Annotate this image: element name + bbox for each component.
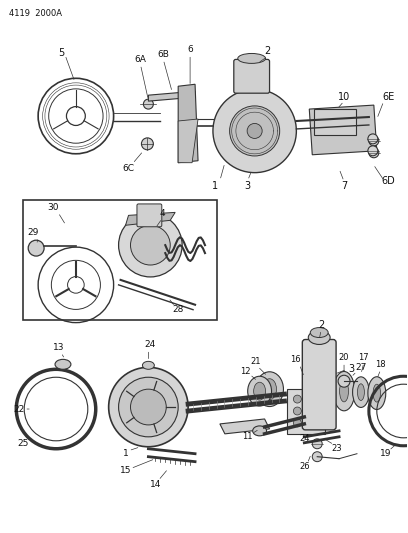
Circle shape xyxy=(293,407,302,415)
Text: 18: 18 xyxy=(375,360,386,369)
Circle shape xyxy=(293,419,302,427)
Text: 1: 1 xyxy=(123,449,129,458)
Text: 27: 27 xyxy=(355,363,367,372)
Polygon shape xyxy=(178,84,198,163)
Circle shape xyxy=(312,452,322,462)
Text: 6E: 6E xyxy=(383,92,395,102)
Text: 21: 21 xyxy=(251,357,261,366)
Text: 19: 19 xyxy=(380,449,392,458)
Circle shape xyxy=(142,138,153,150)
Text: 23: 23 xyxy=(332,444,342,453)
Text: 6B: 6B xyxy=(157,50,169,59)
Ellipse shape xyxy=(263,379,277,400)
Bar xyxy=(287,389,325,434)
Ellipse shape xyxy=(373,384,381,402)
Text: 6A: 6A xyxy=(135,55,146,64)
Circle shape xyxy=(368,134,378,144)
Circle shape xyxy=(119,377,178,437)
Text: 2: 2 xyxy=(264,46,271,56)
Text: 6: 6 xyxy=(187,45,193,54)
Ellipse shape xyxy=(310,328,328,337)
Circle shape xyxy=(368,146,378,156)
Text: 1: 1 xyxy=(212,181,218,191)
Circle shape xyxy=(369,148,379,158)
Polygon shape xyxy=(126,212,175,225)
Circle shape xyxy=(305,395,313,403)
Text: 24: 24 xyxy=(145,340,156,349)
Polygon shape xyxy=(149,91,195,101)
Ellipse shape xyxy=(357,384,364,400)
Ellipse shape xyxy=(256,372,284,407)
Ellipse shape xyxy=(142,361,154,369)
Text: 14: 14 xyxy=(150,480,161,489)
Circle shape xyxy=(305,407,313,415)
Circle shape xyxy=(131,389,166,425)
FancyBboxPatch shape xyxy=(314,109,356,135)
Circle shape xyxy=(213,89,296,173)
Text: 29: 29 xyxy=(27,228,39,237)
Text: 12: 12 xyxy=(240,367,251,376)
Text: 4119  2000A: 4119 2000A xyxy=(9,9,62,18)
Circle shape xyxy=(338,375,350,387)
Text: 10: 10 xyxy=(338,92,350,102)
FancyBboxPatch shape xyxy=(234,59,270,93)
Ellipse shape xyxy=(308,330,330,344)
Circle shape xyxy=(28,240,44,256)
Ellipse shape xyxy=(253,426,266,436)
Circle shape xyxy=(312,439,322,449)
Text: 16: 16 xyxy=(290,355,301,364)
Text: 26: 26 xyxy=(299,462,310,471)
FancyBboxPatch shape xyxy=(137,204,162,227)
Text: 6D: 6D xyxy=(382,175,396,185)
Circle shape xyxy=(131,225,170,265)
Text: 7: 7 xyxy=(341,181,347,191)
Text: 5: 5 xyxy=(58,49,64,59)
Text: 24: 24 xyxy=(299,434,310,443)
Ellipse shape xyxy=(339,381,348,402)
Text: 17: 17 xyxy=(359,353,369,362)
Text: 28: 28 xyxy=(173,305,184,314)
Polygon shape xyxy=(220,419,270,434)
Circle shape xyxy=(369,136,379,146)
Circle shape xyxy=(230,106,279,156)
Ellipse shape xyxy=(333,372,355,411)
Text: 6C: 6C xyxy=(122,164,135,173)
Circle shape xyxy=(293,395,302,403)
FancyBboxPatch shape xyxy=(302,340,336,430)
Ellipse shape xyxy=(353,377,369,407)
Text: 4: 4 xyxy=(160,209,165,218)
Circle shape xyxy=(144,99,153,109)
Circle shape xyxy=(305,419,313,427)
Text: 13: 13 xyxy=(53,343,65,352)
Text: 2: 2 xyxy=(318,320,324,329)
Circle shape xyxy=(109,367,188,447)
Ellipse shape xyxy=(238,53,266,63)
Text: 25: 25 xyxy=(18,439,29,448)
Text: 15: 15 xyxy=(120,466,131,475)
Ellipse shape xyxy=(254,382,266,400)
Bar xyxy=(23,200,217,320)
Text: 3: 3 xyxy=(245,181,251,191)
Ellipse shape xyxy=(55,359,71,369)
Text: 20: 20 xyxy=(339,353,349,362)
Ellipse shape xyxy=(368,377,386,409)
Polygon shape xyxy=(309,105,377,155)
Ellipse shape xyxy=(248,376,272,406)
Text: 22: 22 xyxy=(13,405,25,414)
Circle shape xyxy=(247,124,262,139)
Text: 11: 11 xyxy=(242,432,253,441)
Text: 30: 30 xyxy=(47,203,59,212)
Text: 3: 3 xyxy=(348,364,354,374)
Circle shape xyxy=(119,213,182,277)
Polygon shape xyxy=(178,119,198,163)
